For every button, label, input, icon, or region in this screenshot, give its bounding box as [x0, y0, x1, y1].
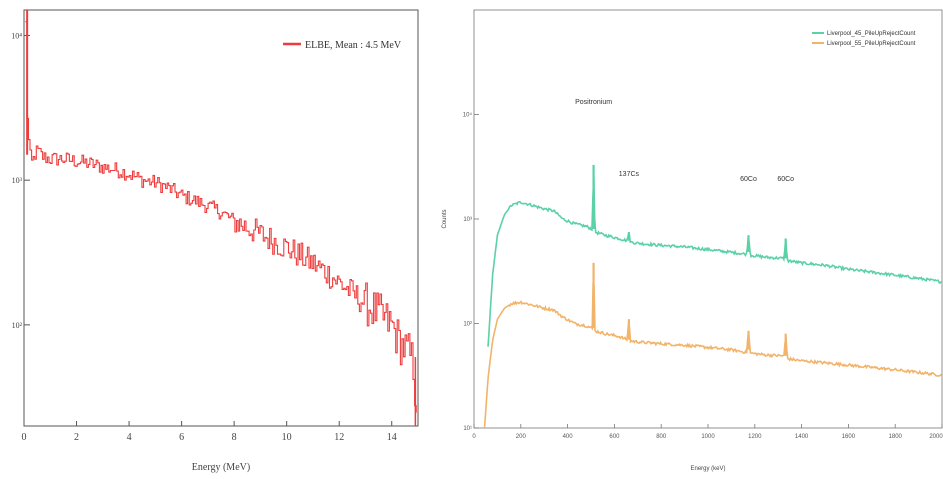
- right-annotation-0: Positronium: [575, 99, 612, 106]
- left-x-axis-title: Energy (MeV): [192, 462, 250, 473]
- right-plot-area: [473, 9, 943, 429]
- right-series-line-2: [483, 282, 942, 429]
- right-y-axis-title: Counts: [442, 209, 448, 228]
- right-x-tick-label: 1600: [842, 434, 856, 440]
- right-y-tick-label: 10³: [463, 217, 472, 223]
- right-series-group: [483, 164, 943, 429]
- left-x-tick-label: 12: [334, 432, 344, 443]
- right-legend-label-2: Liverpool_55_PileUpRejectCount: [827, 41, 916, 47]
- right-annotation-3: 60Co: [777, 176, 794, 183]
- right-peak-annotations: Positronium 137Cs 60Co 60Co: [575, 99, 794, 183]
- right-series-line-1: [487, 175, 943, 347]
- left-x-tick-label: 6: [179, 432, 184, 443]
- right-chart: 0 200 400 600 800 1000 1200 1400 1600 1800 2000 10…: [442, 9, 943, 472]
- left-x-tick-label: 4: [127, 432, 132, 443]
- right-y-tick-label: 10⁴: [463, 112, 473, 119]
- right-x-tick-label: 800: [656, 434, 667, 440]
- left-chart: 0 2 4 6 8 10 12 14 10² 10³ 10⁴ ELBE, Mean : 4.5 M…: [11, 9, 419, 473]
- right-x-tick-label: 600: [609, 434, 620, 440]
- left-x-tick-label: 2: [74, 432, 79, 443]
- left-plot-area: [23, 9, 419, 427]
- right-legend: Liverpool_45_PileUpRejectCount Liverpool…: [812, 31, 916, 47]
- right-x-tick-label: 1200: [748, 434, 762, 440]
- right-legend-label-1: Liverpool_45_PileUpRejectCount: [827, 31, 916, 37]
- left-y-tick-label: 10²: [12, 321, 23, 330]
- left-x-tick-label: 10: [282, 432, 292, 443]
- left-y-tick-label: 10⁴: [11, 31, 22, 40]
- left-legend: ELBE, Mean : 4.5 MeV: [283, 40, 402, 51]
- right-y-tick-label: 10¹: [463, 426, 472, 432]
- right-x-tick-label: 2000: [929, 434, 943, 440]
- left-y-tick-label: 10³: [12, 176, 23, 185]
- left-series-line: [25, 21, 417, 413]
- right-x-tick-label: 400: [563, 434, 574, 440]
- left-x-axis: 0 2 4 6 8 10 12 14: [22, 421, 397, 443]
- left-x-tick-label: 0: [22, 432, 27, 443]
- right-annotation-2: 60Co: [740, 176, 757, 183]
- right-x-axis: 0 200 400 600 800 1000 1200 1400 1600 1800 2000: [472, 424, 943, 440]
- right-x-tick-label: 1800: [889, 434, 903, 440]
- left-legend-label: ELBE, Mean : 4.5 MeV: [305, 40, 402, 51]
- left-x-tick-label: 14: [387, 432, 397, 443]
- right-x-tick-label: 1000: [701, 434, 715, 440]
- right-y-tick-label: 10²: [463, 322, 472, 328]
- right-x-tick-label: 200: [516, 434, 527, 440]
- right-x-tick-label: 0: [472, 434, 476, 440]
- right-annotation-1: 137Cs: [619, 171, 640, 178]
- right-x-tick-label: 1400: [795, 434, 809, 440]
- right-y-axis: 10¹ 10² 10³ 10⁴: [463, 112, 479, 432]
- left-x-tick-label: 8: [232, 432, 237, 443]
- right-x-axis-title: Energy (keV): [690, 466, 725, 472]
- left-series-group: [25, 10, 417, 426]
